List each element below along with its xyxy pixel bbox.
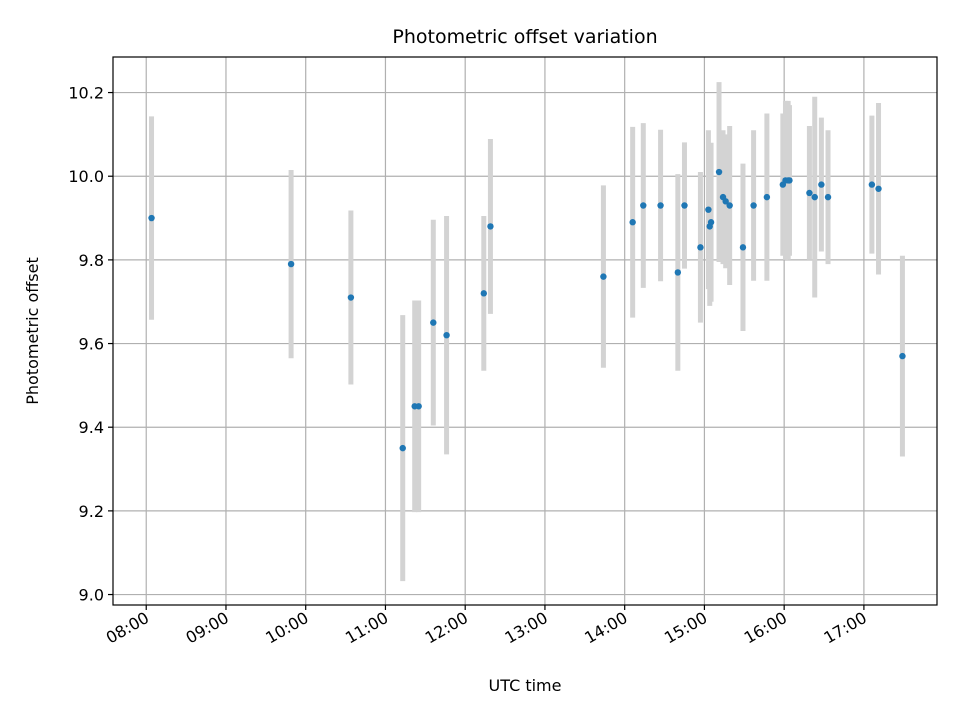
data-point: [722, 198, 729, 205]
data-point: [681, 202, 688, 209]
data-point: [715, 168, 723, 176]
data-point: [811, 193, 818, 201]
data-point: [763, 193, 771, 201]
data-point: [707, 219, 715, 226]
y-tick-label: 9.0: [79, 586, 104, 605]
data-point: [899, 352, 906, 360]
data-point: [640, 202, 647, 209]
data-point: [739, 244, 747, 251]
data-point: [657, 202, 664, 209]
data-point: [806, 189, 813, 197]
data-point: [443, 331, 450, 339]
y-axis: 9.0 9.2 9.4 9.6 9.8 10.0 10.2: [68, 84, 113, 605]
y-tick-label: 10.0: [68, 167, 104, 186]
data-point: [726, 202, 733, 209]
data-point: [487, 223, 494, 230]
data-point: [415, 403, 422, 410]
data-point: [399, 444, 406, 452]
data-point: [480, 290, 487, 297]
y-tick-label: 9.2: [79, 502, 104, 521]
y-axis-label: Photometric offset: [23, 257, 42, 405]
data-point: [347, 294, 355, 301]
data-point: [674, 269, 682, 276]
data-point: [629, 219, 636, 226]
data-point: [818, 181, 825, 188]
data-point: [868, 181, 876, 188]
data-point: [287, 260, 295, 268]
y-tick-label: 9.4: [79, 418, 104, 437]
plot-frame: [112, 56, 938, 606]
y-tick-label: 9.8: [79, 251, 104, 270]
x-axis-label: UTC time: [489, 676, 562, 695]
data-point: [430, 319, 437, 326]
y-tick-label: 10.2: [68, 84, 104, 103]
data-point: [824, 193, 832, 201]
chart-title: Photometric offset variation: [392, 26, 657, 48]
data-point: [875, 185, 882, 192]
data-point: [705, 206, 712, 213]
data-point: [697, 244, 704, 251]
data-point: [750, 202, 757, 209]
y-tick-label: 9.6: [79, 335, 104, 354]
data-point: [600, 273, 607, 280]
data-point: [148, 214, 155, 222]
data-points: [148, 168, 906, 452]
data-point: [786, 177, 793, 184]
